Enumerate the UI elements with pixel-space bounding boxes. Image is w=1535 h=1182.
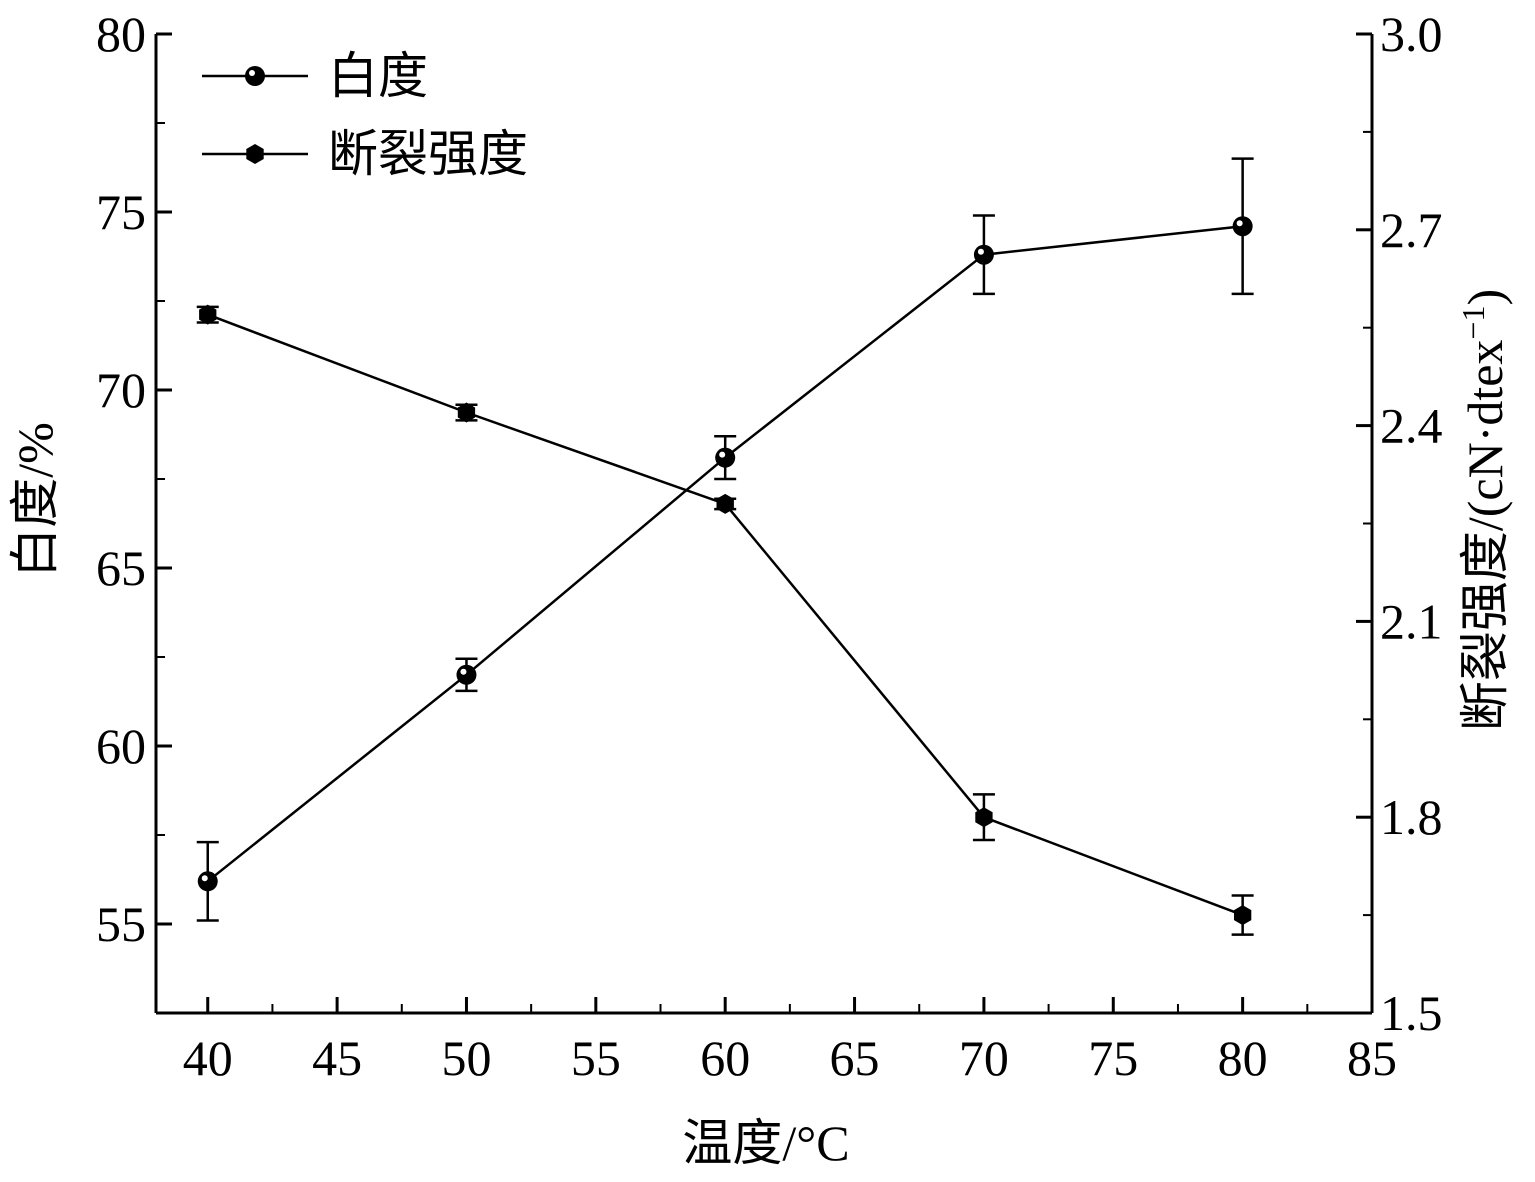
y-right-tick-label: 1.8 xyxy=(1380,789,1443,845)
x-tick-label: 55 xyxy=(571,1030,621,1086)
data-point-fill xyxy=(715,447,736,468)
y-left-tick-label: 80 xyxy=(96,6,146,62)
data-point-fill xyxy=(456,664,477,685)
y-right-tick-label: 3.0 xyxy=(1380,6,1443,62)
y-left-tick-label: 65 xyxy=(96,540,146,596)
y-axis-right-title-sup: −1 xyxy=(1455,306,1491,340)
series-line xyxy=(207,313,1244,917)
x-tick-label: 50 xyxy=(441,1030,491,1086)
series-line xyxy=(206,224,1243,883)
legend-entry: 白度 xyxy=(202,48,428,104)
y-right-tick-label: 2.4 xyxy=(1380,398,1443,454)
data-point-highlight xyxy=(719,451,726,458)
legend-label: 断裂强度 xyxy=(328,126,528,182)
data-point-highlight xyxy=(201,875,208,882)
data-point xyxy=(456,664,477,685)
legend-marker xyxy=(245,66,265,86)
data-point-highlight xyxy=(1236,220,1243,227)
y-left-tick-label: 75 xyxy=(96,184,146,240)
x-tick-label: 75 xyxy=(1088,1030,1138,1086)
legend-marker-fill xyxy=(245,66,265,86)
y-left-tick-label: 60 xyxy=(96,718,146,774)
y-axis-right-title-main: 断裂强度/(cN·dtex xyxy=(1457,340,1513,732)
x-axis-title: 温度/°C xyxy=(682,1115,849,1171)
y-right-tick-label: 2.1 xyxy=(1380,593,1443,649)
y-axis-right-title-close: ) xyxy=(1457,289,1513,306)
y-axis-left-title: 白度/% xyxy=(7,422,63,578)
data-point-fill xyxy=(973,244,994,265)
data-point xyxy=(973,244,994,265)
x-tick-label: 85 xyxy=(1347,1030,1397,1086)
y-left-tick-label: 70 xyxy=(96,362,146,418)
data-point-fill xyxy=(1232,216,1253,237)
data-point xyxy=(716,493,734,514)
x-tick-label: 65 xyxy=(830,1030,880,1086)
series-2 xyxy=(196,304,1254,936)
data-point-fill xyxy=(197,871,218,892)
x-tick-label: 60 xyxy=(700,1030,750,1086)
legend-marker-highlight xyxy=(249,70,255,76)
data-point-highlight xyxy=(460,668,467,675)
axes: 40 45 50 55 60 65 70 75 80 85 55 60 65 70 75 80 1.5 1.8 2.… xyxy=(96,6,1443,1086)
series-layer xyxy=(196,157,1254,936)
x-tick-label: 80 xyxy=(1218,1030,1268,1086)
data-point-highlight xyxy=(977,248,984,255)
data-point xyxy=(715,447,736,468)
data-point xyxy=(457,402,476,423)
data-point xyxy=(197,871,218,892)
x-tick-label: 45 xyxy=(312,1030,362,1086)
data-point xyxy=(975,807,993,828)
x-tick-label: 40 xyxy=(183,1030,233,1086)
x-tick-label: 70 xyxy=(959,1030,1009,1086)
data-point xyxy=(1234,905,1252,926)
series-1 xyxy=(196,157,1254,922)
legend-entry: 断裂强度 xyxy=(202,126,528,182)
legend-label: 白度 xyxy=(328,48,428,104)
data-point xyxy=(199,304,217,325)
y-right-tick-label: 2.7 xyxy=(1380,202,1443,258)
y-axis-right-title: 断裂强度/(cN·dtex−1) xyxy=(1455,289,1513,731)
y-right-tick-label: 1.5 xyxy=(1380,985,1443,1041)
legend-marker xyxy=(246,144,264,164)
data-point xyxy=(1232,216,1253,237)
y-left-tick-label: 55 xyxy=(96,896,146,952)
